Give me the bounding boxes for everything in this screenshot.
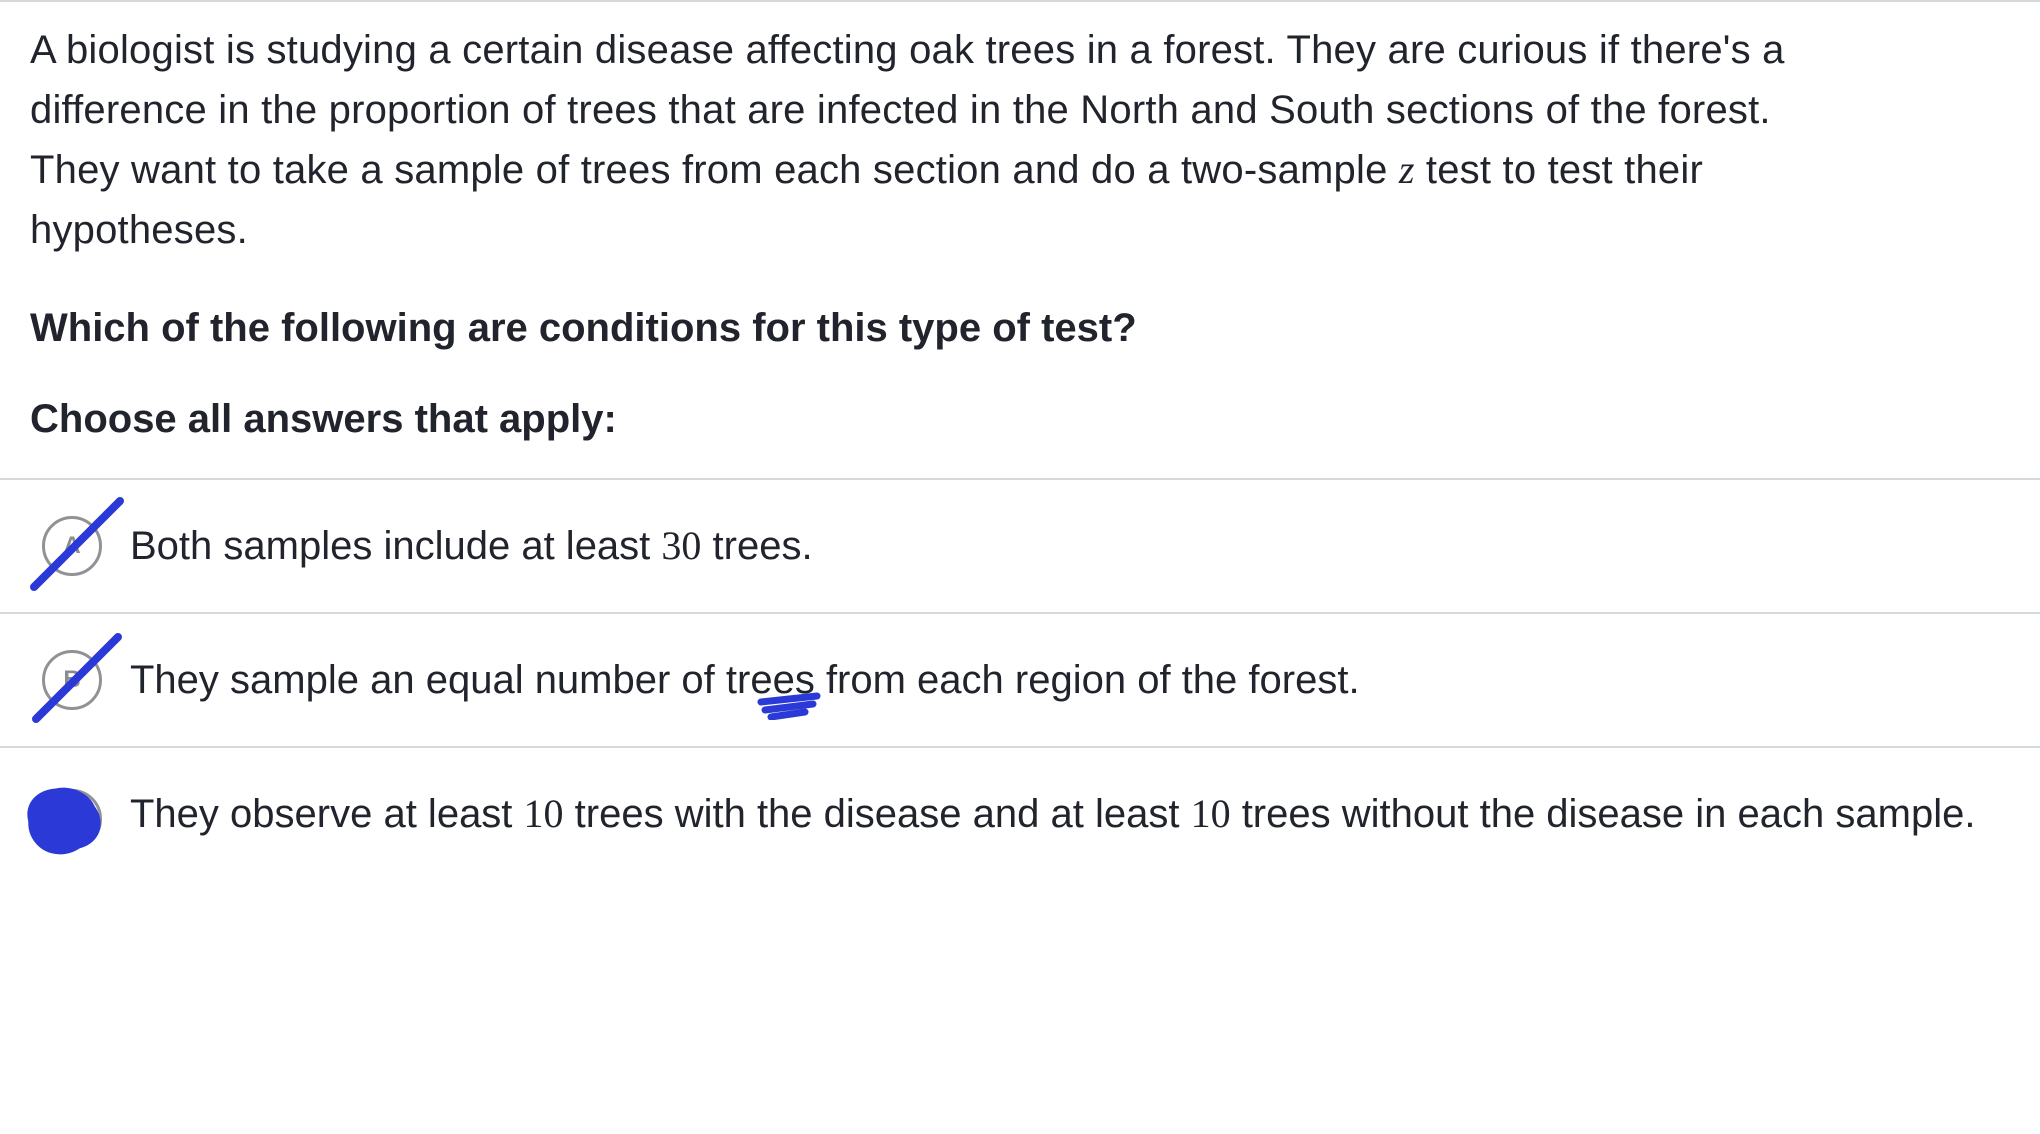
choice-c-pre: They observe at least xyxy=(130,792,524,836)
choice-b-badge: B xyxy=(42,650,102,710)
question-page: A biologist is studying a certain diseas… xyxy=(0,0,2040,1134)
choice-c[interactable]: C They observe at least 10 trees with th… xyxy=(0,746,2040,890)
stem-line-2: difference in the proportion of trees th… xyxy=(30,88,1771,132)
stem-line-3a: They want to take a sample of trees from… xyxy=(30,148,1399,192)
question-stem: A biologist is studying a certain diseas… xyxy=(0,2,2040,442)
choice-a-pre: Both samples include at least xyxy=(130,524,661,568)
choice-b-letter: B xyxy=(63,666,80,694)
choice-c-text: They observe at least 10 trees with the … xyxy=(130,785,1975,843)
answer-instruction: Choose all answers that apply: xyxy=(30,397,2010,442)
choice-c-letter: C xyxy=(63,805,80,833)
choice-a-number: 30 xyxy=(661,523,701,568)
choice-a-letter: A xyxy=(63,532,80,560)
choice-c-mid: trees with the disease and at least xyxy=(564,792,1191,836)
stem-line-1: A biologist is studying a certain diseas… xyxy=(30,28,1785,72)
z-symbol: z xyxy=(1399,147,1415,192)
choice-c-n1: 10 xyxy=(524,791,564,836)
choice-b[interactable]: B They sample an equal number of trees f… xyxy=(0,612,2040,746)
answer-choices: A Both samples include at least 30 trees… xyxy=(0,478,2040,890)
choice-c-badge: C xyxy=(42,789,102,849)
choice-a-text: Both samples include at least 30 trees. xyxy=(130,517,813,575)
choice-a-post: trees. xyxy=(701,524,812,568)
choice-c-post: trees without the disease in each sample… xyxy=(1231,792,1976,836)
stem-line-4: hypotheses. xyxy=(30,208,248,252)
stem-line-3b: test to test their xyxy=(1415,148,1703,192)
stem-paragraph: A biologist is studying a certain diseas… xyxy=(30,20,2010,260)
choice-a[interactable]: A Both samples include at least 30 trees… xyxy=(0,478,2040,612)
choice-c-n2: 10 xyxy=(1191,791,1231,836)
choice-a-badge: A xyxy=(42,516,102,576)
question-prompt: Which of the following are conditions fo… xyxy=(30,306,2010,351)
choice-b-text: They sample an equal number of trees fro… xyxy=(130,651,1360,709)
